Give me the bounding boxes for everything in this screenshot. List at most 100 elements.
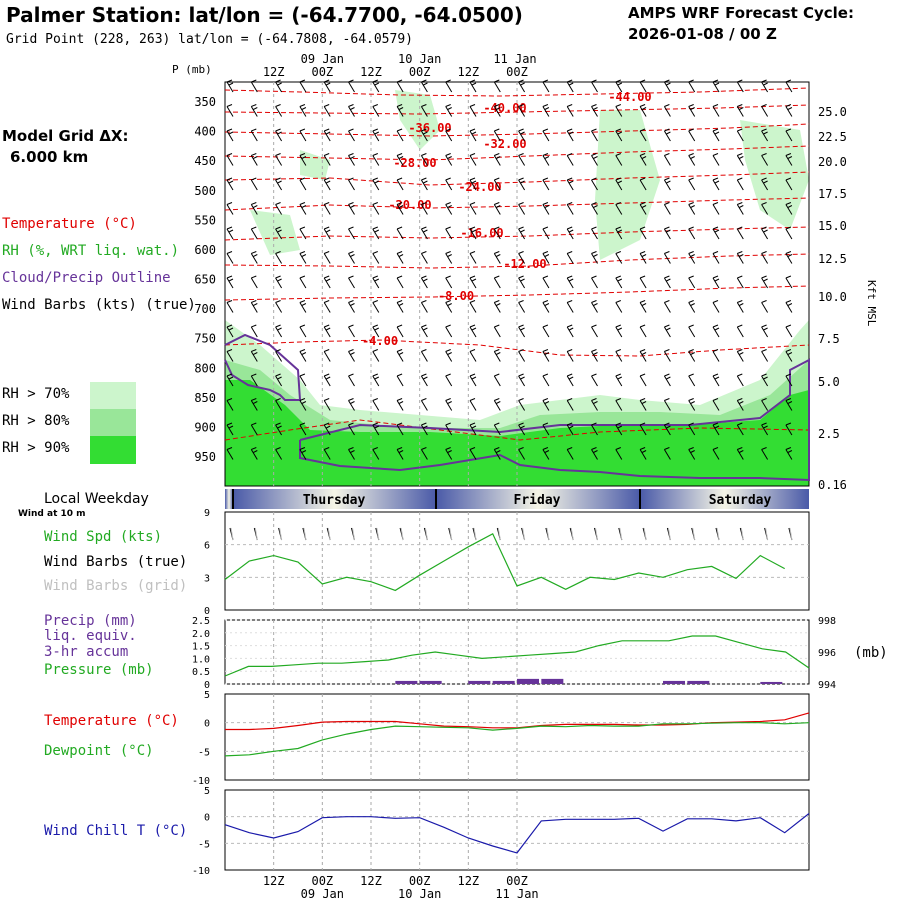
wind-barb-flag	[275, 373, 281, 377]
wind-barb-flag	[421, 373, 427, 377]
temperature-contour-label: -8.00	[438, 289, 474, 303]
wind-barb	[348, 177, 355, 191]
wind-barb-flag	[690, 107, 695, 110]
wind-barb-staff	[299, 106, 307, 117]
wind-barb-staff	[348, 351, 355, 362]
wind-barb-staff	[226, 204, 234, 215]
legend-precip-accum: 3-hr accum	[44, 644, 129, 660]
cloud-outline	[299, 358, 810, 482]
wind-barb-flag	[593, 205, 598, 208]
wind-barb	[663, 177, 671, 191]
wind-barb-flag	[641, 352, 647, 355]
wind-barb-flag	[664, 300, 670, 303]
wind-barb-staff	[250, 81, 258, 93]
wind-barb-flag	[228, 425, 234, 429]
wind-barb	[250, 373, 258, 387]
wind-barb	[469, 447, 477, 460]
wind-barb-flag	[325, 131, 331, 135]
cross-ytick-label: 400	[194, 125, 216, 139]
wind-barb-staff	[518, 155, 526, 166]
wind-barb-staff	[542, 302, 550, 313]
wind-barb	[615, 104, 623, 117]
wind-barb	[226, 349, 234, 362]
wind-barb	[566, 226, 574, 240]
windchill-ytick-label: -5	[198, 839, 210, 850]
wind-barb-staff	[250, 351, 258, 362]
wind-barb-flag	[639, 104, 646, 107]
wind-barb-flag	[445, 422, 451, 426]
wind-barb-flag	[518, 275, 524, 279]
wind-barb	[542, 104, 550, 117]
wind-barb	[250, 104, 258, 117]
bottom-time-label: 12Z	[263, 874, 285, 888]
wind-barb	[226, 324, 234, 338]
wind-barb-flag	[664, 349, 670, 352]
wind-barb	[493, 202, 501, 215]
wind-barb-flag	[299, 153, 306, 156]
wind-barb-flag	[398, 156, 404, 159]
precip-bar	[760, 681, 783, 684]
wind-barb-flag	[275, 226, 281, 230]
wind-barb	[250, 275, 258, 289]
wind-barb	[518, 300, 526, 313]
wind-barb-staff	[785, 106, 793, 117]
wind-barb	[493, 251, 501, 264]
wind-barb-flag	[277, 229, 282, 233]
wind-barb-flag	[226, 251, 233, 254]
wind-barb	[348, 373, 355, 387]
wind-barb	[348, 300, 355, 313]
wind-barb	[323, 373, 331, 387]
wind-barb	[518, 202, 526, 215]
bottom-date-label: 09 Jan	[301, 887, 344, 900]
bottom-date-label: 11 Jan	[495, 887, 538, 900]
wind-barb-staff	[226, 351, 234, 362]
wind-barb	[663, 128, 671, 142]
wind-barb-flag	[712, 300, 719, 303]
wind-barb-staff	[639, 155, 647, 166]
wind-barb-staff	[396, 277, 404, 289]
temperature-contour	[224, 123, 810, 137]
wind-barb-flag	[568, 376, 574, 380]
wind-barb-flag	[591, 349, 597, 352]
wind-barb	[348, 153, 355, 166]
wind-barb-flag	[251, 422, 257, 426]
wind-barb-flag	[666, 180, 671, 184]
wind-barb-flag	[739, 352, 744, 355]
wind-barb	[348, 226, 355, 240]
wind-barb	[420, 251, 428, 264]
wind-barb	[372, 128, 380, 142]
wind-barb-flag	[251, 177, 257, 181]
wind-barb	[712, 349, 720, 362]
wind-barb-staff	[566, 424, 574, 436]
wind-barb	[591, 324, 598, 338]
wind-barb	[542, 251, 550, 264]
wind-barb	[615, 324, 623, 338]
wind-barb	[226, 79, 234, 93]
wind-barb-flag	[372, 153, 378, 156]
wind-barb	[518, 177, 526, 191]
wind-barb-flag	[785, 177, 792, 181]
wind-barb-flag	[423, 327, 428, 331]
wind-barb-flag	[737, 398, 743, 401]
wind-barb	[396, 275, 404, 289]
wind-barb	[712, 275, 720, 289]
wind-barb-staff	[761, 130, 769, 142]
wind-barb-flag	[518, 153, 524, 156]
wind-barb-staff	[688, 424, 696, 436]
wind-barb	[736, 226, 744, 240]
wind-barb-flag	[567, 300, 573, 303]
wind-barb-flag	[518, 398, 524, 401]
wind-barb	[566, 275, 574, 289]
wind-barb-flag	[688, 251, 694, 254]
wind-barb-flag	[494, 398, 500, 401]
wind-barb-flag	[615, 324, 621, 328]
day-band-segment	[233, 489, 436, 509]
wind-barb	[688, 422, 696, 436]
wind-barb-flag	[494, 447, 500, 450]
wind-barb-flag	[228, 82, 234, 86]
wind-barb	[299, 373, 307, 387]
wind-barb-flag	[350, 205, 355, 208]
wind-barb-staff	[736, 351, 744, 362]
wind-barb-flag	[445, 447, 451, 450]
wind-barb-flag	[325, 180, 331, 184]
